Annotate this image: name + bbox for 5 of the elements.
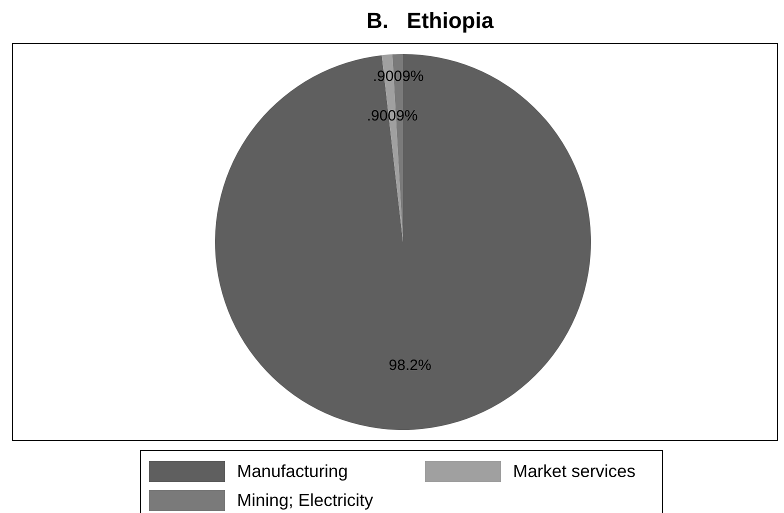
legend-label: Manufacturing (237, 461, 348, 482)
data-label: 98.2% (388, 357, 432, 374)
chart-title: B. Ethiopia (365, 8, 495, 34)
legend-label: Market services (513, 461, 636, 482)
legend-label: Mining; Electricity (237, 490, 374, 511)
